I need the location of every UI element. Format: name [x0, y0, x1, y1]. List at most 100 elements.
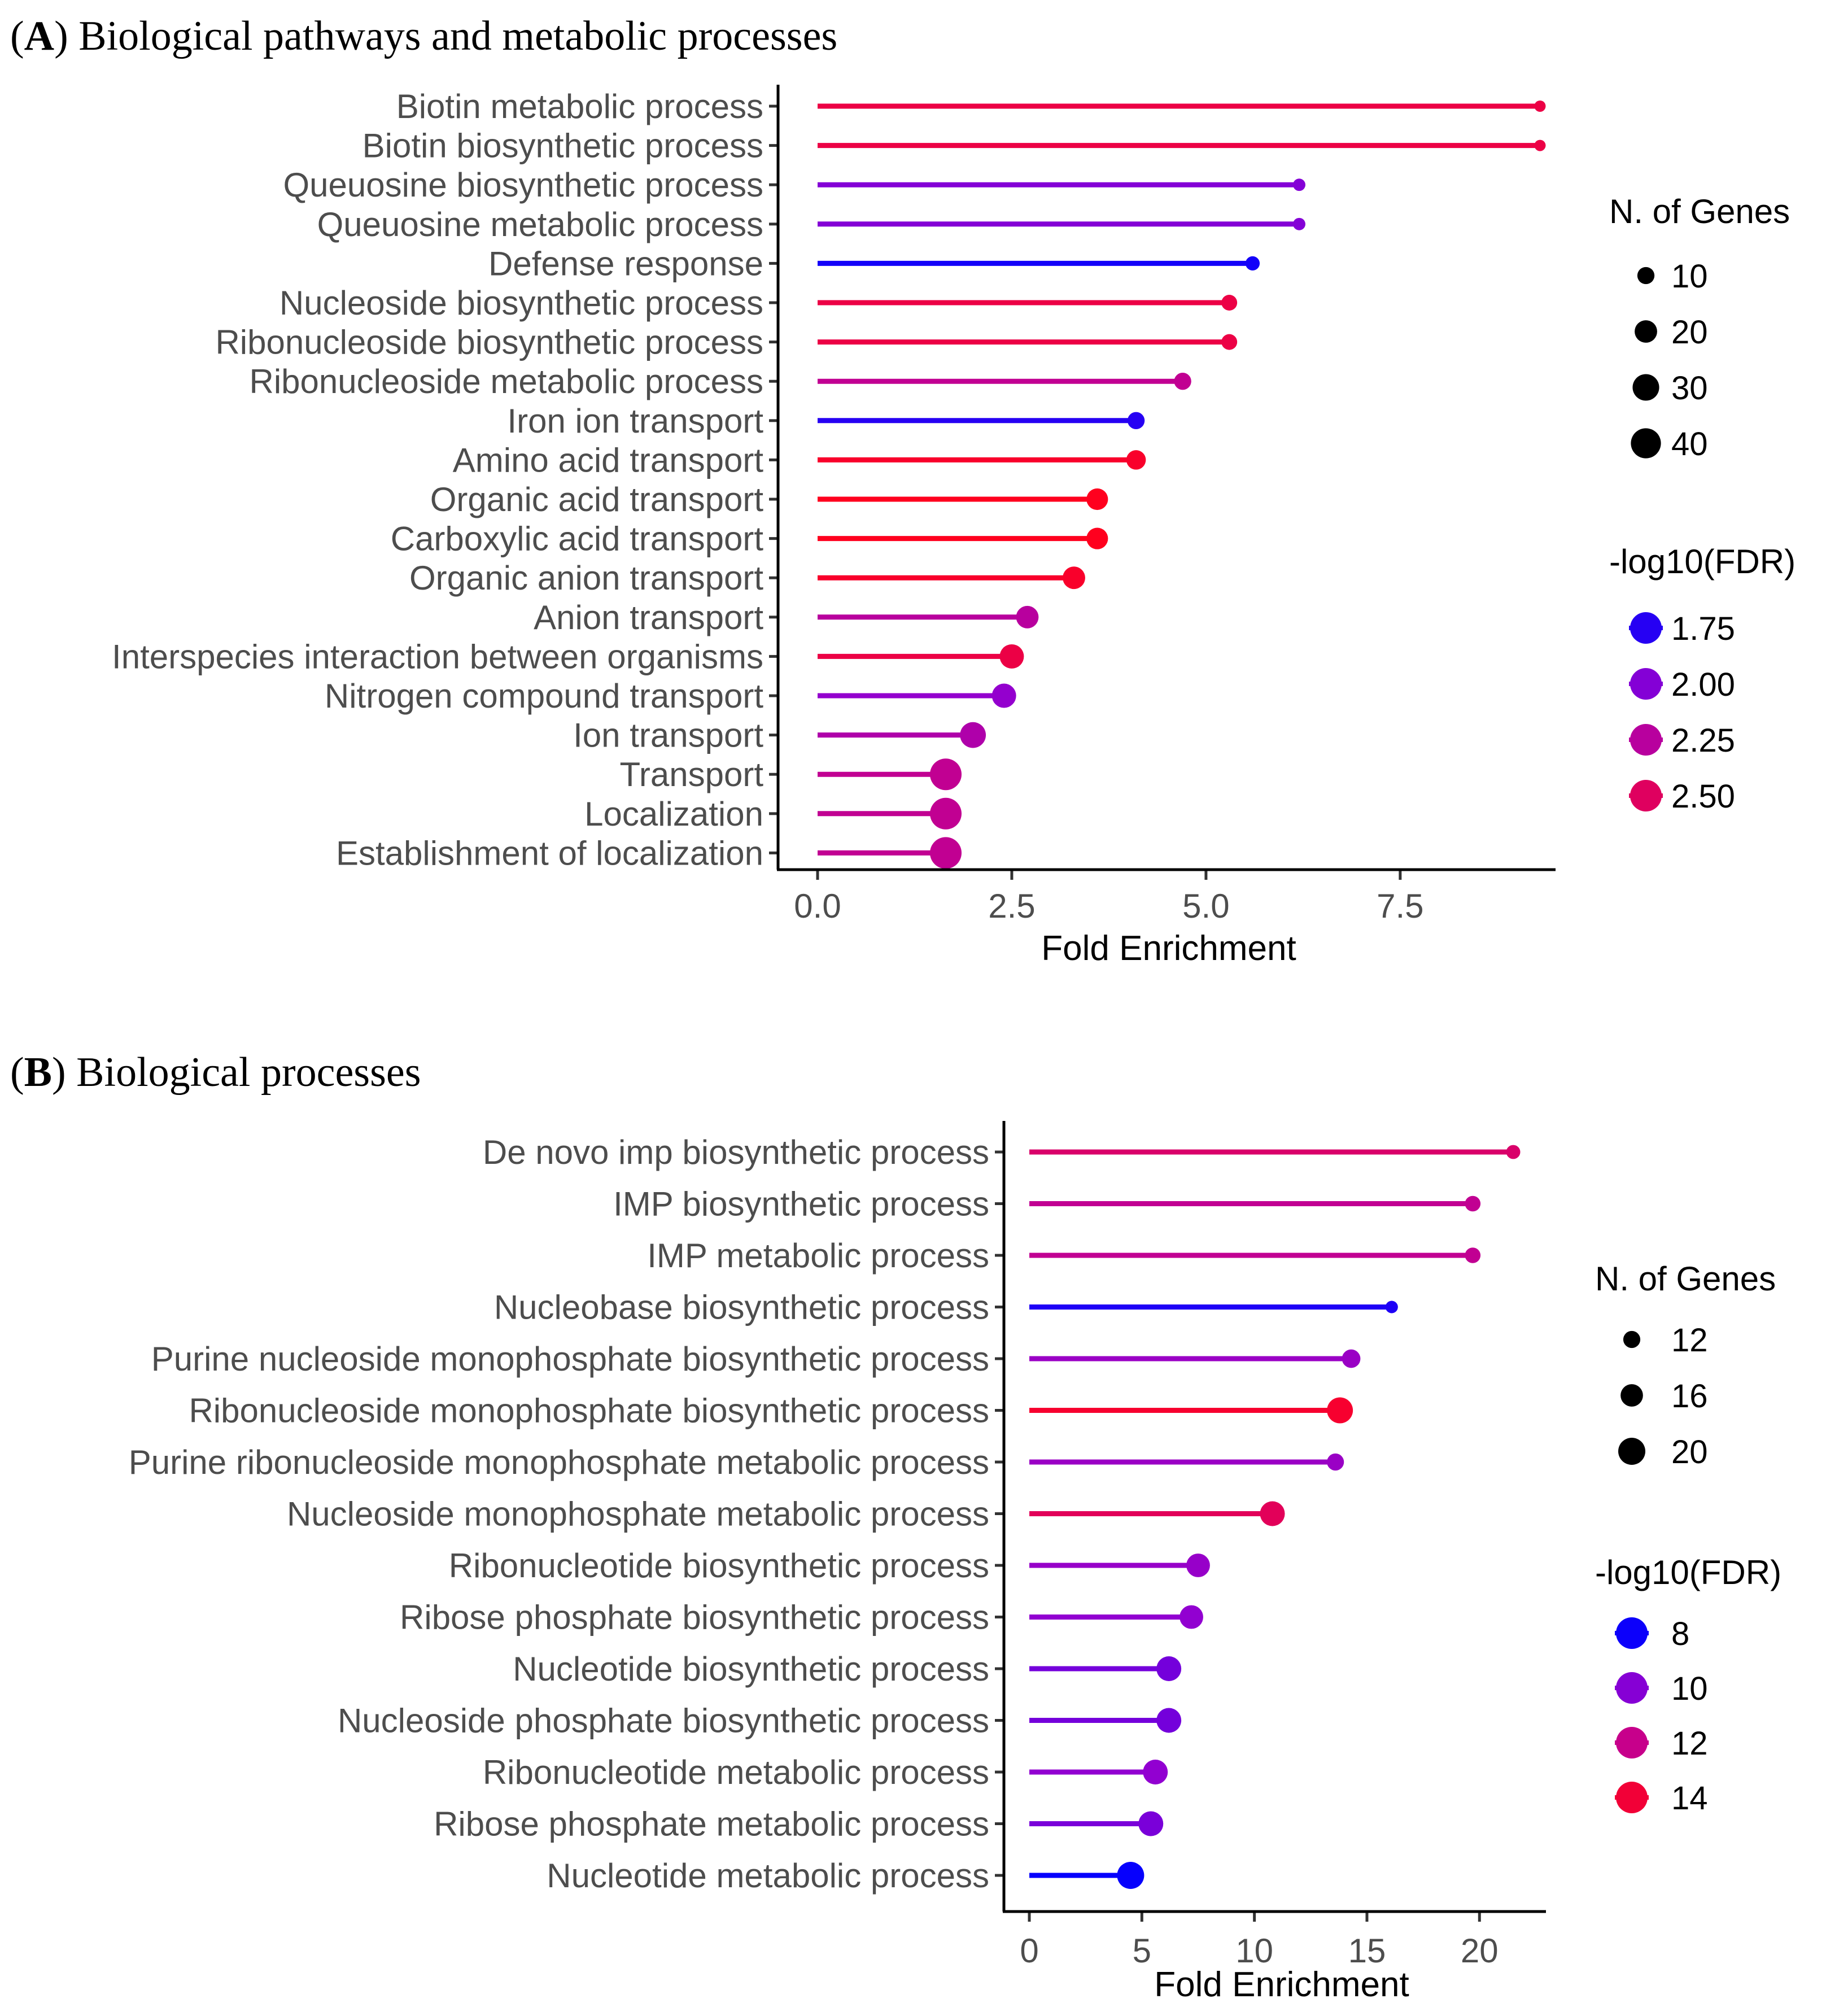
color-legend-key: [1616, 1727, 1648, 1758]
category-label: Ion transport: [573, 717, 763, 754]
panel-a-color-legend: -log10(FDR) 1.75 2.00 2.25 2.50: [1609, 543, 1796, 815]
category-label: Biotin biosynthetic process: [362, 127, 763, 165]
panel-b: (B) Biological processes De novo imp bio…: [10, 1049, 1781, 2004]
panel-a-title-text: Biological pathways and metabolic proces…: [78, 13, 837, 59]
size-legend-label: 20: [1671, 1434, 1708, 1470]
category-label: Nucleotide metabolic process: [547, 1857, 989, 1895]
panel-b-color-legend: -log10(FDR) 8 10 12 14: [1595, 1554, 1781, 1817]
size-legend-key: [1620, 1384, 1643, 1407]
data-point: [1063, 566, 1085, 590]
data-point: [1534, 139, 1546, 151]
data-point: [1086, 488, 1108, 510]
category-label: Nucleoside biosynthetic process: [279, 284, 763, 322]
category-label: Establishment of localization: [336, 834, 763, 872]
panel-b-title: (B) Biological processes: [10, 1049, 421, 1096]
category-label: Ribose phosphate metabolic process: [434, 1805, 989, 1843]
x-tick-label: 15: [1348, 1932, 1386, 1970]
size-legend-key: [1632, 374, 1659, 401]
category-label: Amino acid transport: [453, 441, 764, 479]
data-point: [1138, 1811, 1164, 1836]
category-label: Nucleoside monophosphate metabolic proce…: [287, 1495, 989, 1533]
x-tick-label: 0.0: [794, 887, 841, 925]
size-legend-key: [1637, 267, 1655, 285]
panel-b-x-axis-title: Fold Enrichment: [1154, 1965, 1409, 2004]
data-point: [1086, 527, 1108, 549]
data-point: [960, 722, 986, 748]
color-legend-key: [1616, 1672, 1648, 1704]
color-legend-key: [1630, 612, 1662, 644]
x-tick-label: 5.0: [1182, 887, 1229, 925]
size-legend-label: 20: [1671, 314, 1708, 351]
data-point: [930, 797, 962, 830]
color-legend-label: 2.50: [1671, 778, 1735, 815]
data-point: [1221, 295, 1238, 311]
data-point: [1174, 373, 1191, 390]
category-label: Ribonucleotide metabolic process: [483, 1753, 989, 1791]
data-point: [1016, 605, 1039, 629]
category-label: Organic anion transport: [409, 559, 763, 597]
size-legend-label: 40: [1671, 426, 1708, 462]
data-point: [1327, 1453, 1344, 1471]
data-point: [1245, 256, 1260, 270]
data-point: [1180, 1605, 1203, 1629]
panel-a-size-legend-title: N. of Genes: [1609, 193, 1790, 230]
data-point: [1127, 412, 1145, 429]
panel-b-title-text: Biological processes: [76, 1049, 421, 1096]
data-point: [1117, 1862, 1145, 1889]
category-label: Nitrogen compound transport: [325, 677, 763, 715]
color-legend-label: 8: [1671, 1616, 1689, 1652]
size-legend-key: [1635, 320, 1657, 343]
panel-b-x-ticks: 0 5 10 15 20: [1020, 1912, 1499, 1970]
panel-a-points: [930, 101, 1546, 869]
x-tick-label: 10: [1235, 1932, 1273, 1970]
data-point: [1143, 1760, 1168, 1784]
category-label: De novo imp biosynthetic process: [483, 1133, 989, 1171]
panel-a-title: (A) Biological pathways and metabolic pr…: [10, 13, 837, 59]
color-legend-key: [1630, 724, 1662, 756]
color-legend-label: 10: [1671, 1670, 1708, 1707]
size-legend-label: 16: [1671, 1378, 1708, 1415]
data-point: [1534, 101, 1546, 112]
data-point: [1126, 450, 1146, 470]
category-label: Queuosine biosynthetic process: [283, 166, 764, 204]
category-label: Organic acid transport: [430, 481, 764, 518]
category-label: Ribonucleoside metabolic process: [250, 363, 764, 400]
color-legend-label: 2.00: [1671, 666, 1735, 703]
category-label: Anion transport: [534, 599, 763, 636]
x-tick-label: 7.5: [1377, 887, 1423, 925]
panel-b-color-legend-title: -log10(FDR): [1595, 1554, 1781, 1591]
category-label: Queuosine metabolic process: [317, 206, 763, 243]
category-label: Purine ribonucleoside monophosphate meta…: [129, 1443, 989, 1481]
x-tick-label: 5: [1133, 1932, 1151, 1970]
color-legend-key: [1616, 1782, 1648, 1813]
data-point: [1327, 1397, 1353, 1424]
panel-a-x-ticks: 0.0 2.5 5.0 7.5: [794, 870, 1424, 925]
panel-a-size-legend: N. of Genes 10 20 30 40: [1609, 193, 1790, 462]
data-point: [999, 644, 1024, 669]
panel-b-points: [1117, 1145, 1521, 1889]
category-label: Defense response: [488, 245, 763, 282]
color-legend-label: 14: [1671, 1780, 1708, 1817]
category-label: IMP metabolic process: [647, 1237, 989, 1275]
category-label: Ribonucleoside biosynthetic process: [215, 324, 763, 361]
data-point: [1186, 1554, 1210, 1577]
panel-b-size-legend-title: N. of Genes: [1595, 1260, 1776, 1298]
panel-a-x-axis-title: Fold Enrichment: [1041, 929, 1296, 968]
size-legend-label: 12: [1671, 1322, 1708, 1359]
data-point: [1156, 1708, 1182, 1733]
data-point: [1260, 1501, 1285, 1526]
x-tick-label: 2.5: [988, 887, 1035, 925]
category-label: Biotin metabolic process: [396, 88, 763, 125]
data-point: [1506, 1145, 1521, 1159]
panel-b-size-legend: N. of Genes 12 16 20: [1595, 1260, 1776, 1470]
category-label: Interspecies interaction between organis…: [112, 638, 763, 675]
category-label: IMP biosynthetic process: [613, 1185, 989, 1223]
color-legend-label: 12: [1671, 1725, 1708, 1762]
panel-a-stems: [818, 103, 1540, 856]
category-label: Nucleotide biosynthetic process: [513, 1650, 989, 1688]
category-label: Ribonucleotide biosynthetic process: [449, 1547, 989, 1585]
color-legend-label: 1.75: [1671, 610, 1735, 647]
panel-a-letter: A: [24, 13, 54, 59]
category-label: Iron ion transport: [507, 402, 763, 440]
